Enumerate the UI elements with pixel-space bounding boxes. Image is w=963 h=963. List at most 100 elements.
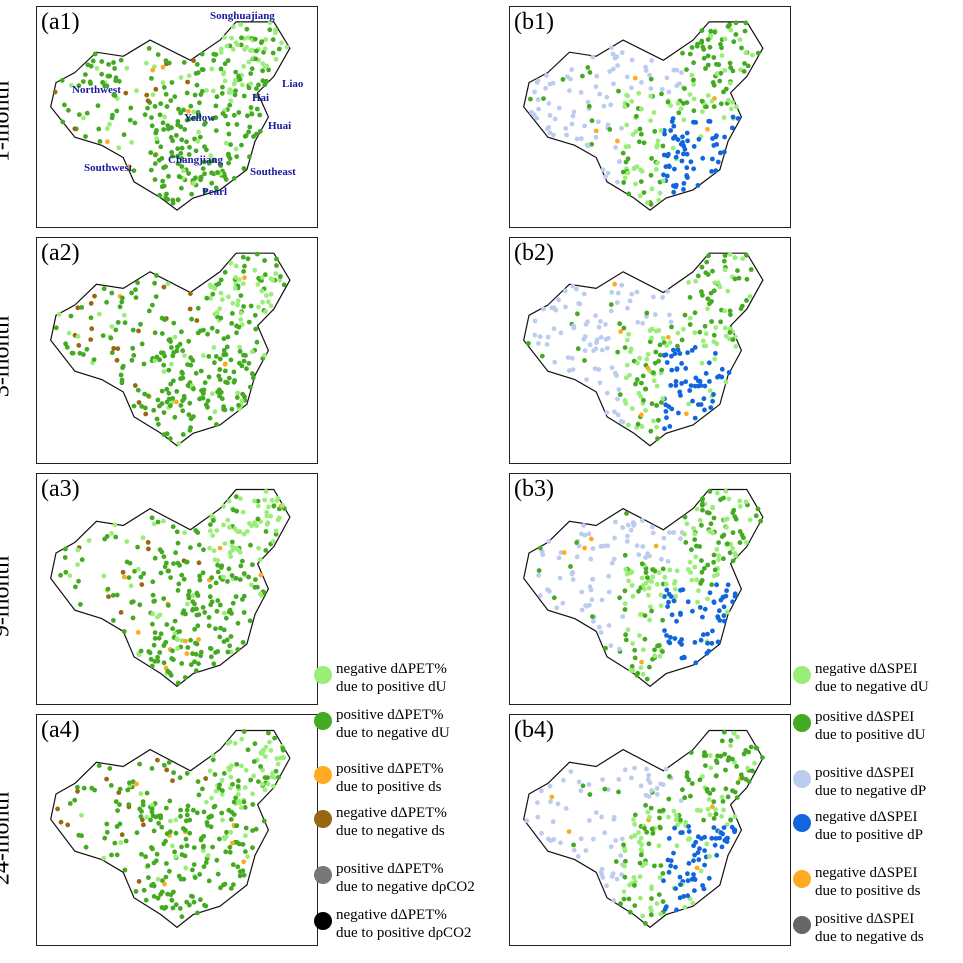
station-dot — [603, 645, 608, 651]
station-dot — [195, 109, 201, 115]
station-dot — [250, 828, 256, 833]
station-dot — [217, 393, 223, 399]
station-dot — [537, 545, 543, 551]
station-dot — [150, 592, 156, 598]
station-dot — [155, 876, 161, 882]
station-dot — [598, 319, 603, 324]
station-dot — [110, 593, 116, 598]
station-dot — [267, 739, 272, 745]
station-dot — [691, 96, 697, 102]
station-dot — [184, 651, 190, 656]
station-dot — [134, 88, 139, 94]
station-dot — [120, 295, 125, 301]
station-dot — [609, 365, 615, 371]
station-dot — [164, 431, 170, 437]
station-dot — [710, 628, 715, 634]
station-dot — [709, 582, 715, 588]
station-dot — [593, 134, 599, 140]
station-dot — [724, 609, 730, 615]
station-dot — [148, 656, 154, 662]
station-dot — [206, 615, 212, 620]
station-dot — [215, 598, 221, 603]
station-dot — [528, 96, 533, 102]
station-dot — [674, 822, 680, 828]
station-dot — [239, 398, 245, 404]
station-dot — [604, 94, 610, 100]
station-dot — [90, 58, 96, 64]
station-dot — [639, 575, 645, 581]
station-dot — [672, 134, 678, 139]
station-dot — [248, 48, 253, 53]
station-dot — [682, 531, 687, 537]
station-dot — [587, 602, 592, 608]
station-dot — [149, 76, 154, 81]
station-dot — [226, 160, 232, 166]
station-dot — [674, 618, 679, 624]
station-dot — [217, 356, 223, 362]
station-dot — [685, 837, 691, 842]
station-dot — [577, 301, 583, 307]
station-dot — [607, 69, 613, 74]
station-dot — [596, 119, 601, 125]
panel-label-b3: (b3) — [514, 476, 554, 502]
station-dot — [223, 834, 229, 840]
station-dot — [664, 360, 670, 365]
station-dot — [229, 539, 235, 545]
station-dot — [265, 299, 271, 305]
station-dot — [185, 108, 191, 114]
station-dot — [156, 157, 162, 163]
station-dot — [202, 122, 207, 127]
station-dot — [760, 755, 765, 760]
station-dot — [700, 774, 705, 779]
station-dot — [101, 855, 107, 861]
station-dot — [703, 371, 709, 376]
station-dot — [239, 736, 245, 742]
station-dot — [228, 554, 234, 559]
station-dot — [642, 826, 647, 831]
station-dot — [692, 537, 698, 542]
station-dot — [638, 835, 644, 841]
station-dot — [627, 909, 633, 915]
station-dot — [227, 643, 233, 649]
station-dot — [163, 91, 169, 97]
station-dot — [539, 353, 545, 359]
panel-label-b4: (b4) — [514, 717, 554, 743]
station-dot — [664, 173, 670, 179]
station-dot — [157, 612, 163, 618]
station-dot — [671, 598, 677, 604]
station-dot — [639, 659, 644, 665]
station-dot — [660, 617, 665, 623]
station-dot — [721, 825, 727, 830]
station-dot — [210, 533, 216, 538]
station-dot — [175, 646, 180, 651]
station-dot — [200, 605, 206, 610]
station-dot — [668, 858, 674, 864]
station-dot — [175, 197, 181, 203]
station-dot — [722, 267, 728, 273]
station-dot — [258, 572, 264, 578]
station-dot — [555, 801, 561, 807]
station-dot — [635, 360, 640, 366]
station-dot — [250, 791, 256, 797]
region-label-hai: Hai — [252, 92, 270, 104]
station-dot — [716, 553, 722, 558]
station-dot — [649, 186, 655, 192]
station-dot — [148, 167, 154, 173]
station-dot — [624, 362, 630, 368]
station-dot — [687, 388, 693, 393]
station-dot — [214, 608, 220, 614]
station-dot — [178, 124, 184, 130]
station-dot — [188, 355, 194, 361]
station-dot — [229, 35, 235, 41]
station-dot — [706, 875, 712, 881]
station-dot — [625, 422, 631, 428]
station-dot — [256, 304, 261, 310]
station-dot — [678, 830, 684, 836]
station-dot — [718, 150, 723, 156]
station-dot — [643, 64, 648, 70]
station-dot — [717, 835, 722, 841]
station-dot — [75, 788, 80, 794]
station-dot — [175, 161, 181, 167]
station-dot — [619, 836, 625, 842]
station-dot — [730, 114, 736, 120]
